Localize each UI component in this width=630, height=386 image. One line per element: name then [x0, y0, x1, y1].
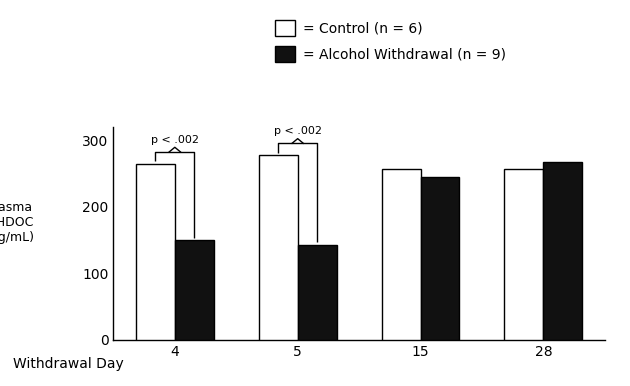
Bar [259, 155, 298, 340]
Bar [505, 169, 543, 340]
Bar [543, 162, 582, 340]
Text: p < .002: p < .002 [151, 135, 199, 145]
Y-axis label: Plasma
THDOC
(pg/mL): Plasma THDOC (pg/mL) [0, 201, 35, 244]
Bar [136, 164, 175, 340]
Bar [298, 245, 336, 340]
Bar [382, 169, 421, 340]
Text: Withdrawal Day: Withdrawal Day [13, 357, 123, 371]
Bar [421, 177, 459, 340]
Bar [175, 240, 214, 340]
Legend: = Control (n = 6), = Alcohol Withdrawal (n = 9): = Control (n = 6), = Alcohol Withdrawal … [270, 15, 512, 68]
Text: p < .002: p < .002 [273, 126, 322, 136]
